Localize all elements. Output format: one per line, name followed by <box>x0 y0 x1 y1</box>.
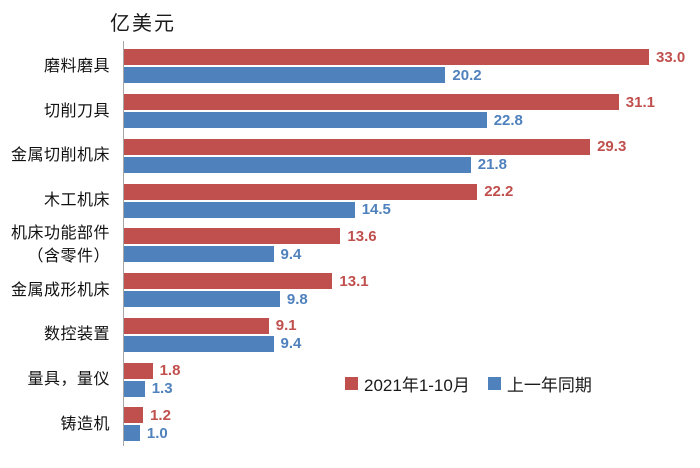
bar-row: 20.2 <box>124 66 700 84</box>
bar-group: 1.2 1.0 <box>124 402 700 447</box>
series-2021-bar <box>124 94 619 111</box>
bar-row: 1.8 <box>124 362 700 380</box>
series-2021-bar <box>124 228 341 245</box>
bar-group: 13.6 9.4 <box>124 223 700 268</box>
series-prev-year-bar <box>124 335 274 352</box>
category-label: 机床功能部件 （含零件） <box>10 225 110 266</box>
legend-label: 2021年1-10月 <box>364 376 470 395</box>
value-label: 31.1 <box>625 93 655 111</box>
bar-group: 33.0 20.2 <box>124 44 700 89</box>
legend-label: 上一年同期 <box>506 376 592 395</box>
series-2021-bar <box>124 183 478 200</box>
plot-area: 33.0 20.2 31.1 22.8 29.3 21.8 22.2 14.5 13.6 9.4 1… <box>124 44 700 447</box>
bar-row: 29.3 <box>124 138 700 156</box>
series-2021-bar <box>124 273 333 290</box>
category-label: 磨料磨具 <box>43 57 110 75</box>
value-label: 1.3 <box>151 380 173 398</box>
series-prev-year-bar <box>124 112 487 129</box>
bar-row: 9.1 <box>124 317 700 335</box>
legend-swatch-icon <box>345 377 358 390</box>
bar-row: 1.0 <box>124 424 700 442</box>
bar-group: 9.1 9.4 <box>124 313 700 358</box>
series-2021-bar <box>124 138 591 155</box>
bar-group: 13.1 9.8 <box>124 268 700 313</box>
y-axis-line <box>123 41 124 446</box>
series-prev-year-bar <box>124 246 274 263</box>
value-label: 1.0 <box>146 424 168 442</box>
value-label: 1.2 <box>150 406 171 424</box>
series-2021-bar <box>124 362 153 379</box>
bar-row: 13.1 <box>124 272 700 290</box>
value-label: 9.4 <box>280 335 302 353</box>
value-label: 9.1 <box>275 317 297 335</box>
bar-row: 22.2 <box>124 183 700 201</box>
value-label: 22.8 <box>493 111 523 129</box>
category-label: 金属成形机床 <box>10 281 110 299</box>
bar-group: 31.1 22.8 <box>124 89 700 134</box>
legend: 2021年1-10月 上一年同期 <box>345 371 592 396</box>
bar-row: 13.6 <box>124 227 700 245</box>
series-prev-year-bar <box>124 380 145 397</box>
value-label: 9.4 <box>280 245 302 263</box>
bar-group: 22.2 14.5 <box>124 178 700 223</box>
bar-row: 1.3 <box>124 380 700 398</box>
bar-row: 1.2 <box>124 406 700 424</box>
legend-item: 2021年1-10月 <box>345 371 470 396</box>
value-label: 21.8 <box>477 156 507 174</box>
value-label: 1.8 <box>159 362 181 380</box>
category-label: 量具，量仪 <box>27 371 110 389</box>
series-2021-bar <box>124 49 649 66</box>
value-label: 20.2 <box>452 66 482 84</box>
series-prev-year-bar <box>124 291 280 308</box>
value-label: 13.6 <box>347 227 377 245</box>
bar-row: 9.4 <box>124 245 700 263</box>
bar-row: 9.4 <box>124 335 700 353</box>
category-label: 数控装置 <box>43 326 110 344</box>
value-label: 9.8 <box>286 290 308 308</box>
bar-group: 29.3 21.8 <box>124 134 700 179</box>
series-prev-year-bar <box>124 201 355 218</box>
bar-row: 33.0 <box>124 48 700 66</box>
value-label: 33.0 <box>656 48 686 66</box>
category-axis-labels: 磨料磨具切削刀具金属切削机床木工机床机床功能部件 （含零件） 金属成形机床数控装置… <box>0 44 117 447</box>
category-label: 铸造机 <box>60 415 110 433</box>
series-prev-year-bar <box>124 67 446 84</box>
series-2021-bar <box>124 407 144 424</box>
bar-group: 1.8 1.3 <box>124 357 700 402</box>
series-prev-year-bar <box>124 425 140 442</box>
axis-unit-label: 亿美元 <box>110 13 176 35</box>
value-label: 22.2 <box>484 183 514 201</box>
category-label: 木工机床 <box>43 192 110 210</box>
bar-row: 21.8 <box>124 156 700 174</box>
bar-row: 9.8 <box>124 290 700 308</box>
legend-swatch-icon <box>487 377 501 390</box>
legend-item: 上一年同期 <box>487 371 592 396</box>
bar-row: 22.8 <box>124 111 700 129</box>
value-label: 29.3 <box>597 138 627 156</box>
bar-row: 31.1 <box>124 93 700 111</box>
bar-row: 14.5 <box>124 201 700 219</box>
value-label: 14.5 <box>361 201 391 219</box>
series-prev-year-bar <box>124 156 471 173</box>
category-label: 切削刀具 <box>43 102 110 120</box>
value-label: 13.1 <box>339 272 369 290</box>
series-2021-bar <box>124 317 269 334</box>
category-label: 金属切削机床 <box>10 147 110 165</box>
